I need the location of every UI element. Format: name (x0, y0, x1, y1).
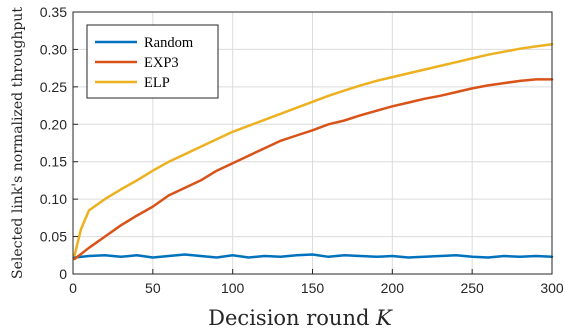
x-tick-label: 300 (540, 280, 564, 296)
x-axis-label: Decision round K (208, 306, 393, 330)
y-tick-label: 0.30 (40, 41, 67, 57)
x-tick-label: 50 (145, 280, 161, 296)
legend-label-random: Random (144, 35, 194, 51)
ticks: 0 50 100 150 200 250 300 0 0.05 0.10 0.15 0.20 0.25 0… (40, 4, 564, 296)
y-tick-label: 0 (59, 266, 67, 282)
legend-label-elp: ELP (144, 75, 170, 91)
series-line-random (73, 253, 554, 259)
x-tick-label: 200 (381, 280, 405, 296)
y-axis-label: Selected link's normalized throughput (10, 7, 26, 279)
y-tick-label: 0.25 (40, 79, 67, 95)
series-line-exp3 (73, 78, 554, 261)
x-tick-label: 250 (460, 280, 484, 296)
x-tick-label: 100 (221, 280, 245, 296)
series-group (73, 42, 554, 261)
series-line-elp (73, 42, 554, 257)
y-tick-label: 0.10 (40, 191, 67, 207)
y-tick-label: 0.20 (40, 116, 67, 132)
y-tick-label: 0.15 (40, 154, 67, 170)
y-tick-label: 0.05 (40, 229, 67, 245)
legend: Random EXP3 ELP (86, 24, 219, 99)
x-tick-label: 0 (69, 280, 77, 296)
x-axis-label-variable: K (375, 306, 393, 330)
y-tick-label: 0.35 (40, 4, 67, 20)
x-tick-label: 150 (301, 280, 325, 296)
legend-label-exp3: EXP3 (144, 55, 179, 71)
x-axis-label-text: Decision round (208, 306, 369, 330)
